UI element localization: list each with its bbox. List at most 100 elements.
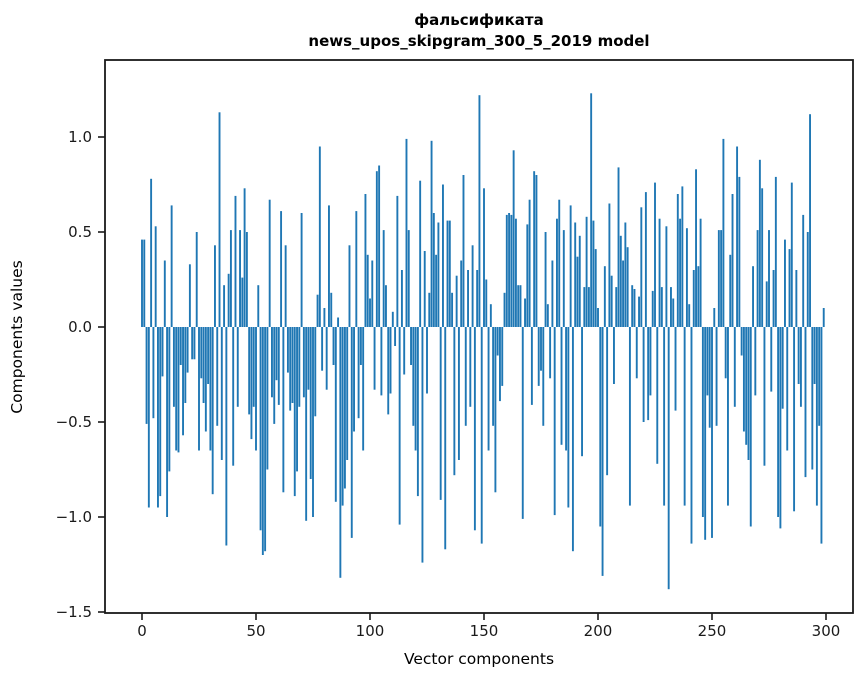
bar [341, 327, 344, 506]
bar [524, 298, 526, 327]
bar [574, 222, 577, 327]
bar [733, 327, 736, 407]
bar [485, 279, 488, 327]
bar [738, 176, 741, 327]
bar [692, 270, 695, 327]
bar [729, 254, 732, 327]
bar [494, 327, 497, 493]
bar [526, 224, 529, 327]
bar [478, 95, 481, 327]
bar [159, 327, 162, 497]
bar [398, 327, 401, 525]
bar [503, 292, 506, 327]
y-tick-label: −1.5 [55, 603, 92, 621]
y-tick-label: −0.5 [55, 413, 92, 431]
bar [742, 327, 745, 432]
bar [469, 327, 472, 407]
bar [544, 232, 547, 327]
bar [512, 150, 515, 327]
bar [316, 294, 319, 327]
bar [818, 327, 821, 426]
chart-title-line2: news_upos_skipgram_300_5_2019 model [308, 32, 650, 50]
bar [373, 327, 376, 390]
bar [597, 308, 599, 327]
bar [517, 285, 520, 327]
bar [802, 214, 805, 327]
bar [225, 327, 228, 546]
bar [768, 230, 770, 327]
bar [487, 327, 490, 451]
bar [400, 270, 403, 327]
bar [635, 327, 638, 379]
bar [613, 327, 615, 384]
bar [421, 327, 424, 563]
bar [569, 205, 572, 327]
bar [626, 247, 629, 327]
bar [305, 327, 308, 521]
bar [624, 222, 627, 327]
bar [779, 327, 782, 529]
y-tick-label: 0.0 [68, 318, 92, 336]
bar [302, 327, 305, 398]
bar [364, 194, 367, 327]
bar [492, 327, 495, 426]
bar [186, 327, 189, 373]
bar [464, 327, 467, 426]
y-tick-label: −1.0 [55, 508, 92, 526]
bar [179, 327, 182, 365]
bar [204, 327, 207, 432]
bar [462, 175, 465, 327]
bar [170, 205, 173, 327]
bar [806, 232, 809, 327]
bar [704, 327, 707, 540]
bar [701, 327, 704, 517]
bar [348, 245, 351, 327]
bar [223, 285, 226, 327]
bar [457, 327, 460, 460]
bar [571, 327, 574, 552]
bar [809, 114, 811, 327]
bar [275, 327, 278, 381]
bar [435, 254, 438, 327]
bar [815, 327, 818, 506]
bar [727, 327, 729, 506]
bar [603, 266, 606, 327]
bar [405, 138, 408, 327]
bar [601, 327, 604, 576]
bar [519, 285, 522, 327]
bar [227, 273, 230, 327]
bar [177, 327, 180, 453]
x-axis-label: Vector components [403, 650, 555, 668]
bar [314, 327, 317, 417]
bar [337, 317, 340, 327]
bar [772, 270, 775, 327]
bar [540, 327, 542, 371]
bar [489, 304, 492, 327]
bar [795, 270, 798, 327]
bar [312, 327, 314, 517]
bar [188, 264, 191, 327]
bar [396, 195, 399, 327]
bar [784, 239, 786, 327]
bar [307, 327, 310, 390]
bar [781, 327, 784, 409]
bar [236, 327, 239, 407]
x-tick-label: 0 [137, 622, 147, 640]
bar [542, 327, 545, 426]
bar [510, 214, 513, 327]
bar [359, 327, 362, 365]
bar [467, 270, 469, 327]
bar [754, 327, 757, 396]
bar [777, 327, 780, 517]
bar [334, 327, 337, 502]
bar [606, 327, 609, 476]
chart-title-line1: фальсификата [414, 11, 544, 29]
bar [715, 327, 718, 426]
bar [163, 260, 166, 327]
bar [239, 230, 241, 327]
bar [232, 327, 235, 466]
bar [339, 327, 342, 578]
bar [638, 296, 640, 327]
bar [699, 218, 702, 327]
